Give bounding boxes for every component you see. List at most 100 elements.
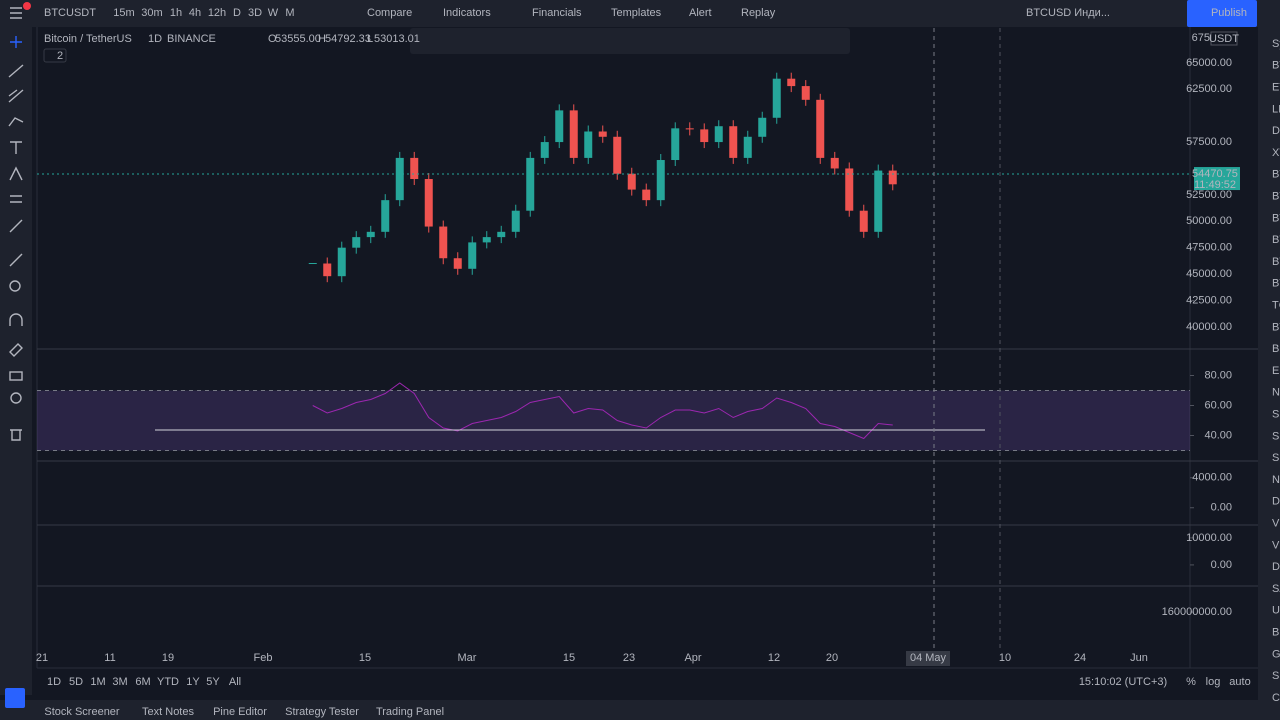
watchlist-item[interactable]: D (1272, 125, 1280, 137)
collapse-button[interactable] (43, 48, 67, 63)
interval-button[interactable]: 30m (141, 7, 162, 19)
candle (337, 247, 346, 277)
watchlist-item[interactable]: N (1272, 474, 1280, 486)
watchlist-item[interactable]: BT (1272, 321, 1280, 333)
range-button[interactable]: 1M (90, 676, 105, 688)
panel-tab[interactable]: Strategy Tester (285, 706, 359, 718)
watchlist-item[interactable]: BT (1272, 234, 1280, 246)
watchlist-item[interactable]: SI (1272, 430, 1280, 442)
watchlist-item[interactable]: BT (1272, 212, 1280, 224)
watchlist-item[interactable]: V (1272, 539, 1280, 551)
watchlist-item[interactable]: Sy (1272, 38, 1280, 50)
draw-mode[interactable] (9, 343, 23, 357)
scale-option[interactable]: auto (1229, 676, 1250, 688)
watchlist-item[interactable]: G (1272, 648, 1280, 660)
interval-button[interactable]: 4h (189, 7, 201, 19)
candle (714, 126, 723, 143)
watchlist-item[interactable]: D (1272, 496, 1280, 508)
watchlist-item[interactable]: BT (1272, 60, 1280, 72)
toolbar-button[interactable]: Compare (367, 7, 412, 19)
lock-tool[interactable] (9, 371, 23, 381)
y-tick-label: 42500.00 (1186, 294, 1232, 306)
text-tool[interactable] (10, 141, 22, 154)
pattern-tool[interactable] (9, 166, 23, 181)
interval-button[interactable]: 12h (208, 7, 226, 19)
tool-icons[interactable] (8, 7, 24, 441)
watchlist-item[interactable]: ET (1272, 82, 1280, 94)
interval-button[interactable]: W (268, 7, 279, 19)
interval-button[interactable]: M (285, 7, 294, 19)
symbol[interactable]: BTCUSDT (44, 7, 96, 19)
toolbar-button[interactable]: Replay (741, 7, 776, 19)
range-button[interactable]: 5D (69, 676, 83, 688)
watchlist-item[interactable]: BT (1272, 169, 1280, 181)
range-button[interactable]: 5Y (206, 676, 220, 688)
watchlist-item[interactable]: LI (1272, 103, 1280, 115)
zoom-tool[interactable] (9, 280, 21, 292)
brush-tool[interactable] (8, 117, 24, 127)
watchlist-item[interactable]: BT (1272, 278, 1280, 290)
watchlist-item[interactable]: SA (1272, 583, 1280, 595)
icon-tool[interactable] (9, 219, 23, 233)
toolbar-button[interactable]: Financials (532, 7, 582, 19)
hide-tool[interactable] (10, 392, 22, 404)
scale-option[interactable]: % (1186, 676, 1196, 688)
bottom-tabs (0, 700, 1258, 720)
y-tick-label: 10000.00 (1186, 532, 1232, 544)
candle (352, 237, 361, 248)
range-button[interactable]: All (229, 676, 241, 688)
interval-button[interactable]: 15m (113, 7, 134, 19)
watchlist-item[interactable]: BT (1272, 191, 1280, 203)
panel-tab[interactable]: Stock Screener (44, 706, 120, 718)
currency: USDT (1209, 33, 1239, 45)
watchlist-item[interactable]: TC (1272, 300, 1280, 312)
watchlist-item[interactable]: U (1272, 605, 1280, 617)
toolbar-button[interactable]: Templates (611, 7, 662, 19)
publish-button[interactable] (1187, 0, 1257, 27)
candle (845, 168, 854, 211)
delete-tool[interactable] (10, 429, 22, 441)
measure-tool[interactable] (9, 253, 23, 267)
watchlist-item[interactable]: ES (1272, 365, 1280, 377)
watchlist-item[interactable]: D (1272, 561, 1280, 573)
crosshair-tool[interactable] (10, 36, 22, 48)
toolbar-button[interactable]: Alert (689, 7, 712, 19)
publish-label[interactable]: Publish (1211, 7, 1247, 19)
watchlist-item[interactable]: V (1272, 518, 1280, 530)
interval-button[interactable]: D (233, 7, 241, 19)
magnet-tool[interactable] (9, 313, 23, 326)
watchlist-item[interactable]: BT (1272, 256, 1280, 268)
scale-option[interactable]: log (1206, 676, 1221, 688)
x-tick-label: Mar (458, 652, 477, 664)
panel-tab[interactable]: Text Notes (142, 706, 194, 718)
range-button[interactable]: 3M (112, 676, 127, 688)
range-button[interactable]: YTD (157, 676, 179, 688)
watchlist-item[interactable]: BI (1272, 627, 1280, 639)
panel-tab[interactable]: Trading Panel (376, 706, 444, 718)
candle (410, 157, 419, 180)
range-button[interactable]: 1Y (186, 676, 200, 688)
menu-icon[interactable] (10, 7, 22, 19)
layout-name[interactable]: BTCUSD Инди... (1026, 7, 1110, 19)
panel-tab[interactable]: Pine Editor (213, 706, 267, 718)
watchlist-item[interactable]: SI (1272, 409, 1280, 421)
prediction-tool[interactable] (10, 195, 22, 203)
watchlist-item[interactable]: SI (1272, 452, 1280, 464)
interval-button[interactable]: 3D (248, 7, 262, 19)
collapsed-count[interactable]: 2 (57, 50, 63, 62)
toolbar-button[interactable]: Indicators (443, 7, 491, 19)
watchlist-item[interactable]: SI (1272, 670, 1280, 682)
y-tick-label: 160000000.00 (1162, 606, 1232, 618)
fib-tool[interactable] (8, 89, 24, 103)
range-button[interactable]: 1D (47, 676, 61, 688)
watchlist-button[interactable] (5, 688, 25, 708)
bottom-bar (32, 668, 1258, 696)
trendline-tool[interactable] (8, 64, 24, 78)
watchlist-item[interactable]: BI (1272, 343, 1280, 355)
watchlist-item[interactable]: XT (1272, 147, 1280, 159)
watchlist-item[interactable]: N (1272, 387, 1280, 399)
interval-button[interactable]: 1h (170, 7, 182, 19)
left-toolbar (0, 27, 32, 695)
watchlist-item[interactable]: C (1272, 692, 1280, 704)
range-button[interactable]: 6M (135, 676, 150, 688)
